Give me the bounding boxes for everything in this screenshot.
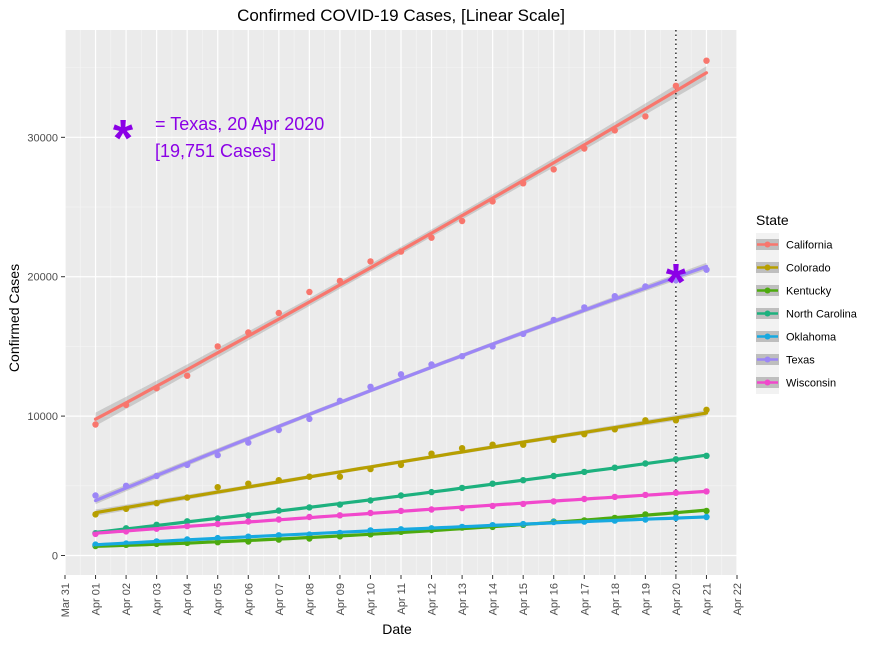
point-texas (306, 415, 313, 423)
legend-key-point-california (764, 241, 771, 248)
point-colorado (336, 473, 344, 480)
point-colorado (703, 406, 710, 413)
point-texas (92, 492, 99, 499)
x-tick-label: Apr 01 (91, 583, 103, 615)
point-california (428, 234, 435, 241)
x-tick-label: Apr 21 (701, 583, 713, 615)
legend-label-north-carolina: North Carolina (786, 309, 858, 321)
point-california (672, 82, 680, 90)
x-tick-label: Apr 17 (579, 583, 591, 615)
x-tick-label: Apr 04 (182, 583, 194, 615)
point-texas (245, 439, 252, 446)
trend-line-kentucky (93, 508, 709, 548)
point-california (275, 309, 282, 317)
trend-line-north-carolina (93, 453, 709, 535)
x-tick-label: Apr 09 (335, 583, 347, 615)
legend-label-colorado: Colorado (786, 263, 831, 275)
axes: 0 10000 20000 30000 Mar 31 Apr 01 Apr 02 Apr 03… (27, 132, 744, 617)
x-tick-label: Apr 16 (549, 583, 561, 615)
x-tick-label: Apr 15 (518, 583, 530, 615)
annotation-line-2: [19,751 Cases] (155, 141, 276, 161)
legend-key-point-kentucky (764, 287, 771, 294)
x-tick-label: Apr 06 (243, 583, 255, 615)
y-tick-label: 20000 (27, 272, 58, 284)
point-california (184, 372, 191, 379)
legend-label-wisconsin: Wisconsin (786, 378, 836, 390)
trend-line-wisconsin (93, 489, 709, 535)
ribbon-texas (95, 262, 707, 505)
legend-key-point-texas (764, 356, 771, 363)
x-tick-label: Apr 22 (732, 583, 744, 615)
x-tick-label: Apr 05 (213, 583, 225, 615)
legend-key-point-colorado (764, 264, 771, 271)
trend-lines (93, 71, 709, 548)
point-texas (214, 451, 221, 459)
trend-line-texas (93, 264, 709, 503)
trend-line-california (93, 71, 709, 421)
legend-key-point-oklahoma (764, 333, 771, 340)
x-axis-title: Date (382, 621, 412, 637)
point-california (458, 217, 466, 225)
x-tick-label: Apr 03 (152, 583, 164, 615)
trend-line-oklahoma (93, 515, 709, 547)
point-california (92, 421, 99, 428)
legend-label-texas: Texas (786, 355, 815, 367)
x-tick-label: Apr 19 (640, 583, 652, 615)
x-tick-label: Apr 11 (396, 583, 408, 615)
point-california (642, 113, 649, 120)
chart-title: Confirmed COVID-19 Cases, [Linear Scale] (237, 6, 565, 25)
x-tick-label: Apr 12 (427, 583, 439, 615)
point-california (703, 57, 710, 64)
x-tick-label: Apr 20 (671, 583, 683, 615)
point-california (550, 166, 557, 173)
legend-key-point-wisconsin (764, 379, 771, 386)
point-colorado (214, 484, 221, 491)
point-california (306, 288, 313, 296)
legend-key-point-north-carolina (764, 310, 771, 317)
y-axis-title: Confirmed Cases (6, 264, 22, 372)
x-tick-label: Apr 14 (488, 583, 500, 615)
legend-title: State (756, 212, 789, 228)
point-california (214, 343, 221, 350)
x-tick-label: Apr 13 (457, 583, 469, 615)
legend-label-kentucky: Kentucky (786, 286, 832, 298)
point-colorado (458, 445, 466, 452)
annotation-layer: * = Texas, 20 Apr 2020 [19,751 Cases] * (113, 110, 687, 312)
x-tick-label: Mar 31 (60, 583, 72, 617)
y-tick-label: 30000 (27, 132, 58, 144)
x-tick-label: Apr 18 (610, 583, 622, 615)
annotation-asterisk: * (113, 110, 134, 168)
x-tick-label: Apr 08 (304, 583, 316, 615)
x-tick-label: Apr 07 (274, 583, 286, 615)
x-tick-label: Apr 02 (121, 583, 133, 615)
y-tick-label: 0 (52, 550, 58, 562)
annotation-line-1: = Texas, 20 Apr 2020 (155, 114, 324, 134)
legend-label-oklahoma: Oklahoma (786, 332, 837, 344)
trend-line-colorado (93, 411, 709, 515)
legend-label-california: California (786, 240, 833, 252)
x-tick-label: Apr 10 (365, 583, 377, 615)
legend: State California Colorado Kentucky North Ca… (756, 212, 858, 394)
point-texas (397, 371, 405, 378)
y-tick-label: 10000 (27, 411, 58, 423)
texas-marker-asterisk: * (666, 254, 687, 312)
point-california (367, 258, 374, 265)
